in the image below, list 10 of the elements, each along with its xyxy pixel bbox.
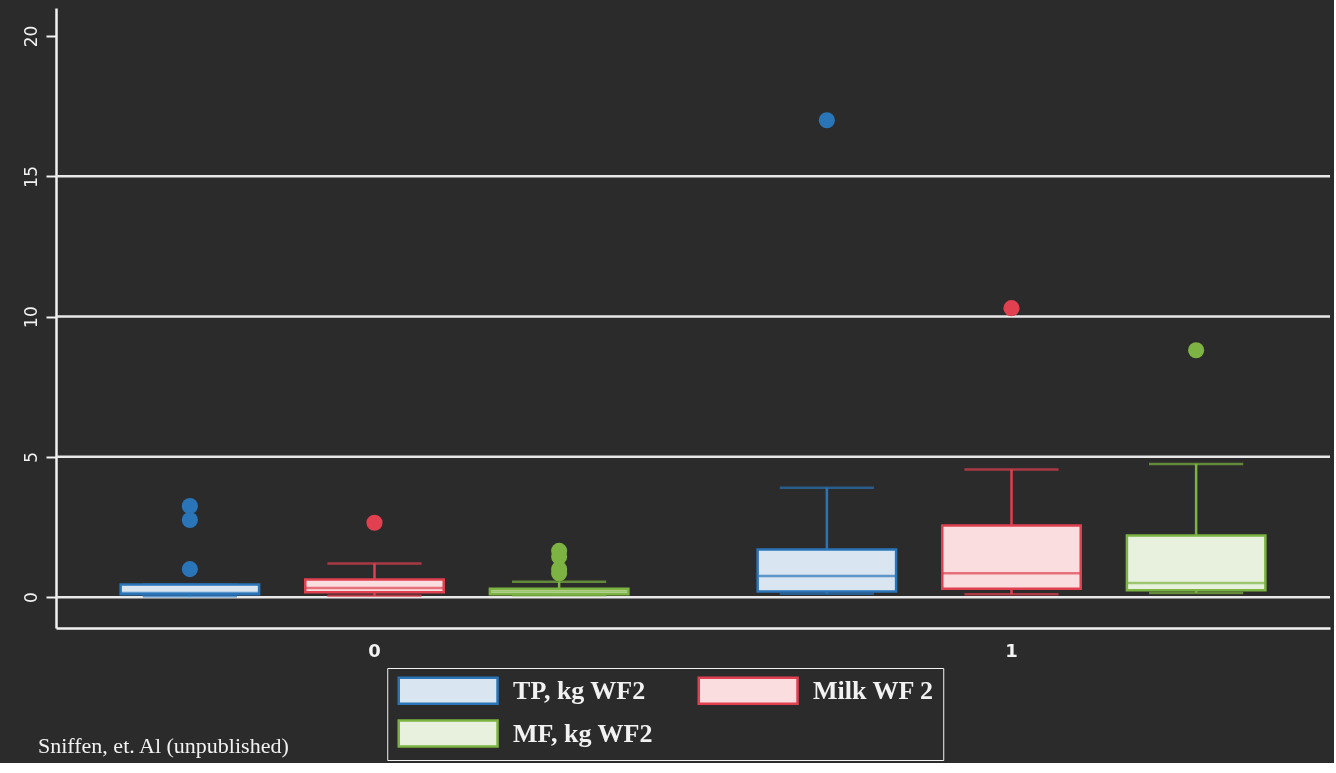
legend-label: Milk WF 2 (813, 675, 933, 705)
text: Sniffen, et. Al (unpublished) (38, 733, 289, 758)
y-tick-label: 15 (20, 166, 41, 188)
y-tick-label: 10 (20, 306, 41, 328)
x-tick-label: 1 (1005, 639, 1018, 661)
legend-label: MF, kg WF2 (513, 718, 653, 748)
legend-label: TP, kg WF2 (513, 675, 646, 705)
y-tick-label: 20 (20, 25, 41, 48)
y-tick-label: 0 (20, 592, 41, 604)
y-tick-label: 5 (20, 451, 41, 463)
